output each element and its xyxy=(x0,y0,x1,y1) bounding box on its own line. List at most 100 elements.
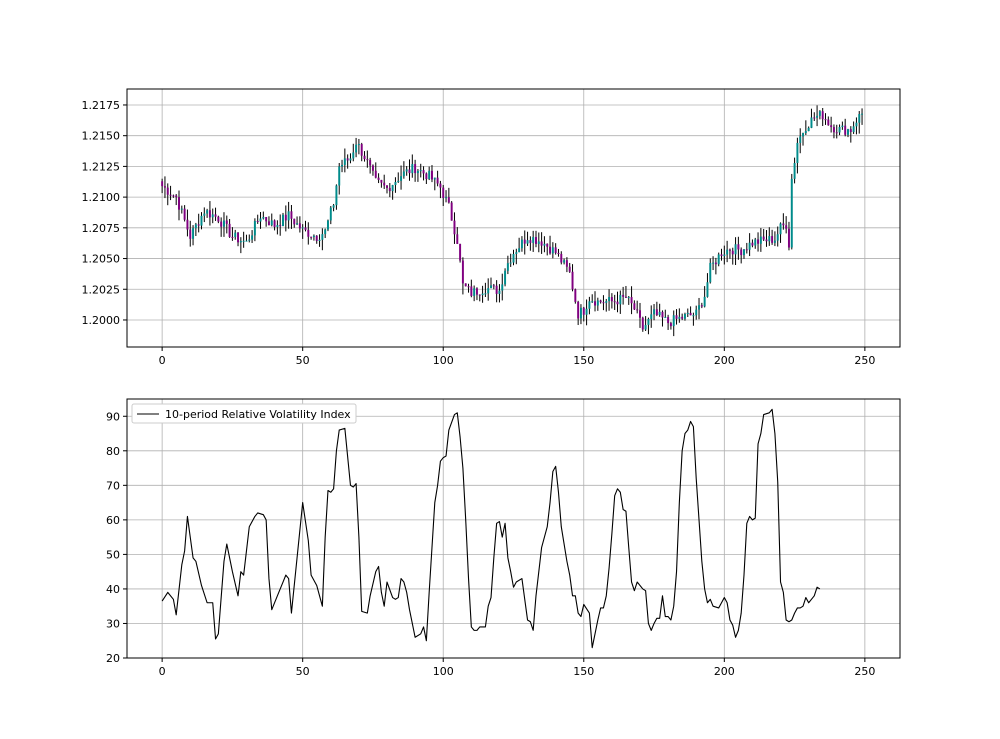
candle xyxy=(430,165,433,183)
candle-body-up xyxy=(608,297,611,302)
candle-body-down xyxy=(574,289,577,302)
candle-body-down xyxy=(422,170,425,174)
candle xyxy=(172,194,175,198)
candle xyxy=(832,124,835,139)
candle xyxy=(816,105,819,127)
candle xyxy=(681,313,684,321)
candle-body-down xyxy=(700,305,703,307)
candle-body-up xyxy=(759,236,762,244)
candle xyxy=(602,295,605,311)
price-axis-ticks: 0 50 100 150 200 250 1.2000 1.2025 1.2050 1.2075 1… xyxy=(82,99,876,367)
candle xyxy=(332,203,335,212)
candle-body-up xyxy=(473,288,476,296)
price-candles xyxy=(161,105,864,337)
candle-body-down xyxy=(425,173,428,180)
candle-body-up xyxy=(692,315,695,317)
candle-body-up xyxy=(551,247,554,254)
candle xyxy=(608,289,611,311)
candle-body-up xyxy=(515,252,518,254)
candle-body-up xyxy=(326,220,329,230)
candle-body-up xyxy=(512,253,515,263)
candle xyxy=(377,173,380,184)
candle xyxy=(324,228,327,239)
candle-body-down xyxy=(577,301,580,319)
candle xyxy=(529,236,532,251)
candle-body-down xyxy=(681,316,684,319)
candle-body-up xyxy=(841,125,844,128)
y-tick-label: 40 xyxy=(106,583,120,596)
candle-body-up xyxy=(335,185,338,206)
candle-body-up xyxy=(509,262,512,264)
candle-body-down xyxy=(568,266,571,272)
candle-body-down xyxy=(447,197,450,203)
candle-body-up xyxy=(262,216,265,219)
candle xyxy=(478,294,481,302)
candle-body-up xyxy=(318,239,321,241)
candle xyxy=(821,107,824,127)
candle xyxy=(310,236,313,240)
candle-body-down xyxy=(765,239,768,242)
candle xyxy=(189,220,192,247)
candle-body-down xyxy=(554,247,557,253)
candle xyxy=(464,283,467,287)
candle-body-down xyxy=(844,125,847,135)
candle xyxy=(830,116,833,133)
candle xyxy=(282,212,284,227)
candle-body-down xyxy=(675,315,678,319)
candle-body-up xyxy=(734,244,737,255)
candle xyxy=(574,288,577,304)
candle-body-down xyxy=(388,187,391,192)
candle-body-down xyxy=(821,111,824,120)
candle-body-down xyxy=(175,195,178,198)
candle-body-down xyxy=(461,260,464,284)
candle xyxy=(391,184,394,200)
candle xyxy=(706,273,709,298)
candle-body-up xyxy=(200,215,203,226)
candle-body-down xyxy=(439,183,442,188)
candle xyxy=(315,235,318,244)
candle xyxy=(265,216,268,227)
candle xyxy=(824,113,827,125)
candle xyxy=(689,306,692,316)
candle xyxy=(599,299,602,304)
candle-body-up xyxy=(579,307,582,319)
candle-body-up xyxy=(338,166,341,186)
candle xyxy=(293,218,296,228)
candle xyxy=(698,297,701,320)
x-tick-label: 250 xyxy=(854,665,875,678)
candle-body-down xyxy=(208,210,211,218)
candle-body-down xyxy=(225,220,228,224)
candle xyxy=(779,222,782,243)
candle-body-down xyxy=(284,214,287,221)
candle-body-up xyxy=(405,169,408,172)
candle xyxy=(740,247,743,264)
candle-body-down xyxy=(785,225,788,229)
candle-body-down xyxy=(728,249,731,251)
candle xyxy=(543,236,546,253)
candle-body-up xyxy=(282,214,284,227)
candle xyxy=(166,183,169,206)
candle-body-up xyxy=(726,249,729,255)
candle xyxy=(847,128,849,138)
y-tick-label: 80 xyxy=(106,445,120,458)
candle-body-down xyxy=(214,214,217,217)
candle xyxy=(838,124,841,136)
candle-body-up xyxy=(664,317,667,319)
x-tick-label: 50 xyxy=(296,665,310,678)
candle xyxy=(388,183,391,198)
candle-body-down xyxy=(630,297,633,304)
candle xyxy=(231,227,234,241)
candle-body-up xyxy=(242,240,245,242)
candle xyxy=(579,304,582,325)
candle-body-down xyxy=(813,117,816,119)
price-plot-area xyxy=(127,89,900,347)
candle-body-down xyxy=(740,249,743,256)
candle-body-down xyxy=(470,286,473,296)
candle-body-down xyxy=(189,229,192,239)
candle xyxy=(321,228,324,251)
candle-body-up xyxy=(804,131,807,134)
candle-body-down xyxy=(661,311,664,318)
candle xyxy=(537,232,540,253)
candle-body-up xyxy=(248,239,251,241)
